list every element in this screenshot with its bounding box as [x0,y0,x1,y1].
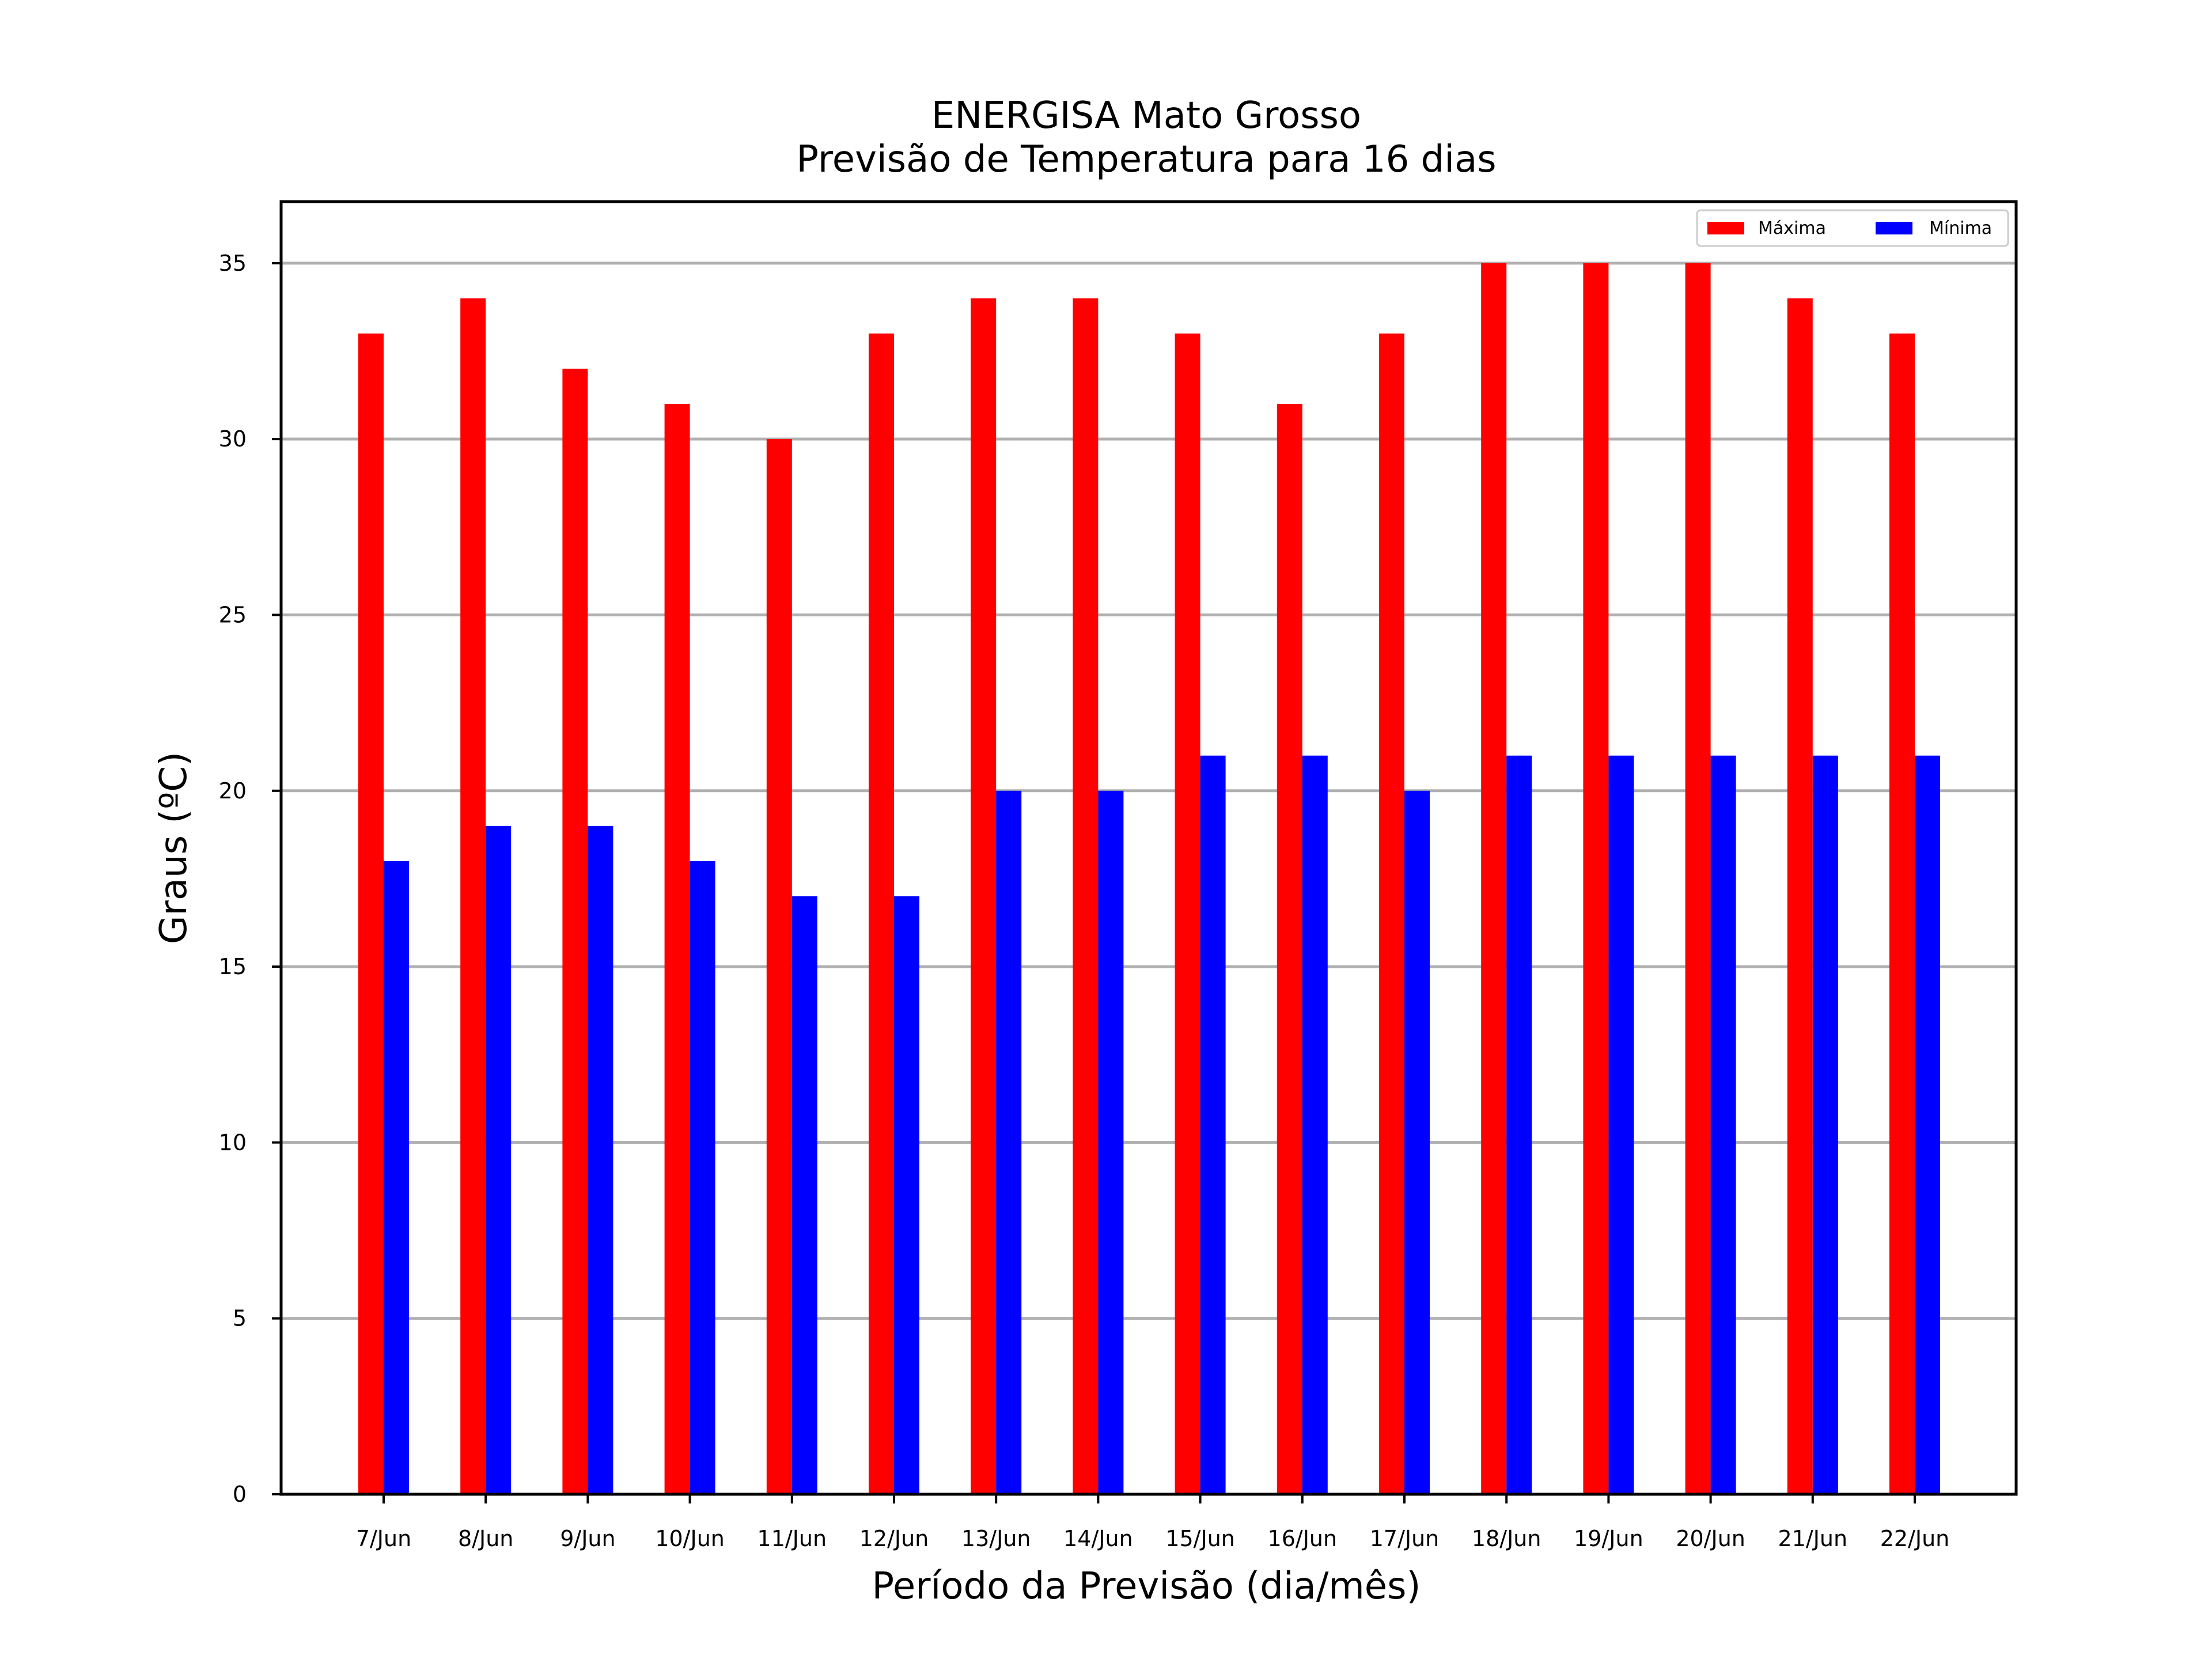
bar-minima [791,896,817,1494]
chart-title: ENERGISA Mato Grosso [931,94,1361,137]
x-tick-label: 19/Jun [1574,1526,1643,1551]
x-tick-label: 10/Jun [655,1526,725,1551]
bars-layer [358,263,1940,1495]
chart-subtitle: Previsão de Temperatura para 16 dias [796,138,1496,181]
x-tick-label: 7/Jun [356,1526,411,1551]
y-tick-label: 10 [219,1130,247,1155]
legend-swatch-maxima [1707,222,1744,234]
x-tick-label: 11/Jun [757,1526,827,1551]
legend-label-minima: Mínima [1929,218,1992,238]
bar-minima [1915,755,1940,1494]
x-tick-label: 8/Jun [458,1526,513,1551]
legend-label-maxima: Máxima [1758,218,1826,238]
bar-maxima [664,404,690,1494]
legend-box [1696,209,2009,247]
x-tick-label: 17/Jun [1370,1526,1440,1551]
bar-minima [894,896,919,1494]
y-tick-label: 25 [219,602,247,627]
bar-maxima [1685,263,1711,1494]
x-tick-label: 22/Jun [1880,1526,1950,1551]
bar-minima [1098,790,1124,1494]
legend-swatch-minima [1876,222,1912,234]
bar-maxima [1583,263,1609,1494]
bar-maxima [1073,298,1099,1494]
x-tick-label: 14/Jun [1063,1526,1133,1551]
bar-maxima [1481,263,1507,1494]
plot-frame [279,200,2018,1496]
bar-maxima [1175,333,1200,1494]
x-axis-label: Período da Previsão (dia/mês) [872,1565,1421,1608]
y-tick-label: 20 [219,778,247,804]
y-tick-label: 5 [233,1306,247,1331]
y-tick-label: 15 [219,954,247,979]
x-tick-label: 18/Jun [1472,1526,1541,1551]
bar-maxima [460,298,486,1494]
bar-minima [588,825,613,1494]
bar-minima [1200,755,1226,1494]
bar-minima [996,790,1022,1494]
x-tick-label: 20/Jun [1676,1526,1745,1551]
bar-minima [1506,755,1532,1494]
bar-maxima [358,333,384,1494]
y-axis-label: Graus (ºC) [153,752,195,944]
y-tick-label: 30 [219,426,247,452]
bar-minima [1302,755,1328,1494]
bar-minima [690,861,715,1494]
x-tick-label: 12/Jun [859,1526,929,1551]
bar-minima [1812,755,1838,1494]
bar-minima [1710,755,1736,1494]
bar-minima [384,861,409,1494]
y-tick-label: 0 [233,1482,247,1507]
bar-maxima [869,333,894,1494]
ticks-layer: 0 5 10 15 20 25 30 35 7/Jun 8/Jun 9/Jun 10/Jun 11/Ju… [219,251,1950,1551]
bar-maxima [1889,333,1915,1494]
bar-minima [1608,755,1634,1494]
y-tick-label: 35 [219,251,247,276]
bar-maxima [562,369,588,1495]
bar-maxima [971,298,997,1494]
bar-maxima [1277,404,1302,1494]
x-tick-label: 15/Jun [1165,1526,1235,1551]
bar-maxima [766,439,792,1494]
x-tick-label: 21/Jun [1778,1526,1848,1551]
bar-minima [1404,790,1430,1494]
x-tick-label: 13/Jun [961,1526,1031,1551]
x-tick-label: 16/Jun [1268,1526,1338,1551]
bar-minima [486,825,512,1494]
bar-maxima [1379,333,1404,1494]
bar-maxima [1787,298,1813,1494]
x-tick-label: 9/Jun [560,1526,615,1551]
legend: Máxima Mínima [1696,209,2009,247]
